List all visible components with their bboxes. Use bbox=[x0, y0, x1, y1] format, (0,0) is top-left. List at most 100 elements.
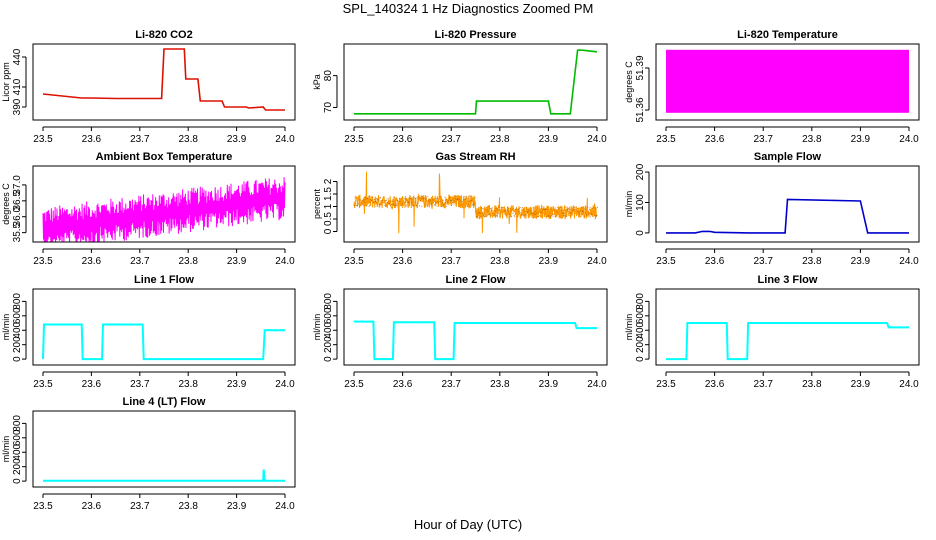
y-tick-label: 36.0 bbox=[12, 207, 23, 227]
panel-title: Li-820 Temperature bbox=[737, 29, 838, 41]
x-tick-label: 24.0 bbox=[275, 134, 295, 145]
x-tick-label: 24.0 bbox=[275, 501, 295, 512]
y-tick-label: 800 bbox=[12, 293, 23, 310]
data-layer bbox=[43, 469, 285, 482]
data-layer bbox=[353, 320, 598, 361]
y-tick-label: 0 bbox=[635, 356, 646, 362]
x-tick-label: 23.7 bbox=[753, 379, 773, 390]
y-axis-label: ml/min bbox=[624, 191, 634, 218]
x-tick-label: 23.8 bbox=[802, 134, 822, 145]
chart-panel-1: Li-820 CO2 23.5 23.6 23.7 23.8 23.9 24.0 390 410… bbox=[1, 29, 296, 145]
y-tick-label: 400 bbox=[12, 443, 23, 460]
x-tick-label: 23.8 bbox=[490, 379, 510, 390]
data-layer bbox=[354, 49, 598, 115]
y-axis-label: ml/min bbox=[312, 314, 322, 341]
x-tick-label: 23.8 bbox=[178, 134, 198, 145]
x-tick-label: 23.8 bbox=[802, 379, 822, 390]
x-tick-label: 23.7 bbox=[441, 256, 461, 267]
x-tick-label: 23.9 bbox=[227, 134, 247, 145]
y-tick-label: 200 bbox=[635, 163, 646, 180]
panel-title: Ambient Box Temperature bbox=[96, 151, 233, 163]
plot-frame bbox=[32, 43, 296, 121]
panel-title: Line 4 (LT) Flow bbox=[123, 396, 206, 408]
y-axis-label: percent bbox=[312, 188, 322, 219]
chart-panel-10: Line 4 (LT) Flow 23.5 23.6 23.7 23.8 23.9 24.0… bbox=[1, 396, 296, 512]
data-layer bbox=[42, 177, 286, 242]
y-tick-label: 400 bbox=[323, 321, 334, 338]
x-tick-label: 23.7 bbox=[130, 379, 150, 390]
data-line bbox=[43, 469, 285, 482]
data-line bbox=[666, 322, 909, 361]
panel-title: Li-820 CO2 bbox=[135, 29, 192, 41]
x-tick-label: 23.8 bbox=[490, 134, 510, 145]
x-tick-label: 23.5 bbox=[33, 379, 53, 390]
y-tick-label: 80 bbox=[323, 70, 334, 82]
data-layer bbox=[42, 323, 286, 361]
y-tick-label: 390 bbox=[12, 98, 23, 115]
plot-frame bbox=[655, 43, 920, 121]
y-axis-label: ml/min bbox=[624, 314, 634, 341]
y-tick-label: 0 bbox=[12, 478, 23, 484]
x-tick-label: 24.0 bbox=[899, 256, 919, 267]
x-tick-label: 23.9 bbox=[539, 134, 559, 145]
y-tick-label: 0 bbox=[12, 356, 23, 362]
x-tick-label: 23.6 bbox=[705, 256, 725, 267]
y-tick-label: 35.5 bbox=[12, 222, 23, 242]
y-tick-label: 800 bbox=[323, 293, 334, 310]
y-axis-label: kPa bbox=[312, 74, 322, 90]
x-tick-label: 23.6 bbox=[393, 134, 413, 145]
y-tick-label: 200 bbox=[635, 336, 646, 353]
y-tick-label: 2 bbox=[323, 178, 334, 184]
y-tick-label: 37.0 bbox=[12, 175, 23, 195]
y-tick-label: 36.5 bbox=[12, 191, 23, 211]
chart-panel-2: Li-820 Pressure 23.5 23.6 23.7 23.8 23.9 24.0 7… bbox=[312, 29, 608, 145]
x-tick-label: 23.6 bbox=[82, 134, 102, 145]
chart-panel-9: Line 3 Flow 23.5 23.6 23.7 23.8 23.9 24.0 0 2004… bbox=[624, 274, 920, 390]
x-tick-label: 23.5 bbox=[33, 501, 53, 512]
chart-panel-5: Gas Stream RH 23.5 23.6 23.7 23.8 23.9 24.0 0 0.… bbox=[312, 151, 608, 267]
x-tick-label: 24.0 bbox=[587, 256, 607, 267]
data-layer bbox=[353, 171, 598, 234]
y-tick-label: 0 bbox=[635, 230, 646, 236]
y-tick-label: 200 bbox=[323, 336, 334, 353]
chart-panel-7: Line 1 Flow 23.5 23.6 23.7 23.8 23.9 24.0 0 2004… bbox=[1, 274, 296, 390]
x-tick-label: 23.5 bbox=[656, 256, 676, 267]
x-tick-label: 23.9 bbox=[539, 256, 559, 267]
y-axis-label: degrees C bbox=[624, 61, 634, 103]
x-tick-label: 23.7 bbox=[130, 501, 150, 512]
y-tick-label: 600 bbox=[323, 307, 334, 324]
y-tick-label: 600 bbox=[12, 307, 23, 324]
x-tick-label: 23.7 bbox=[130, 134, 150, 145]
y-tick-label: 600 bbox=[635, 307, 646, 324]
y-tick-label: 200 bbox=[12, 458, 23, 475]
y-tick-label: 1.5 bbox=[323, 187, 334, 201]
y-tick-label: 1 bbox=[323, 203, 334, 209]
x-tick-label: 23.8 bbox=[178, 256, 198, 267]
x-tick-label: 23.6 bbox=[82, 379, 102, 390]
y-tick-label: 51.36 bbox=[635, 97, 646, 122]
chart-panel-8: Line 2 Flow 23.5 23.6 23.7 23.8 23.9 24.0 0 2004… bbox=[312, 274, 608, 390]
x-tick-label: 24.0 bbox=[275, 379, 295, 390]
x-tick-label: 24.0 bbox=[899, 379, 919, 390]
x-tick-label: 23.8 bbox=[178, 501, 198, 512]
y-tick-label: 400 bbox=[635, 321, 646, 338]
y-tick-label: 200 bbox=[12, 336, 23, 353]
x-tick-label: 23.6 bbox=[705, 134, 725, 145]
chart-panel-6: Sample Flow 23.5 23.6 23.7 23.8 23.9 24.0 0 100 2… bbox=[624, 151, 920, 267]
x-tick-label: 23.8 bbox=[178, 379, 198, 390]
x-tick-label: 23.6 bbox=[82, 256, 102, 267]
plot-frame bbox=[343, 165, 608, 243]
x-tick-label: 23.9 bbox=[227, 379, 247, 390]
x-tick-label: 23.9 bbox=[227, 501, 247, 512]
panel-title: Li-820 Pressure bbox=[435, 29, 517, 41]
data-line bbox=[353, 171, 598, 234]
y-tick-label: 800 bbox=[12, 415, 23, 432]
y-tick-label: 600 bbox=[12, 429, 23, 446]
plot-frame bbox=[343, 43, 608, 121]
data-layer bbox=[666, 49, 909, 113]
x-tick-label: 23.7 bbox=[753, 256, 773, 267]
data-dots bbox=[354, 196, 598, 218]
x-tick-label: 23.9 bbox=[851, 134, 871, 145]
x-tick-label: 24.0 bbox=[899, 134, 919, 145]
